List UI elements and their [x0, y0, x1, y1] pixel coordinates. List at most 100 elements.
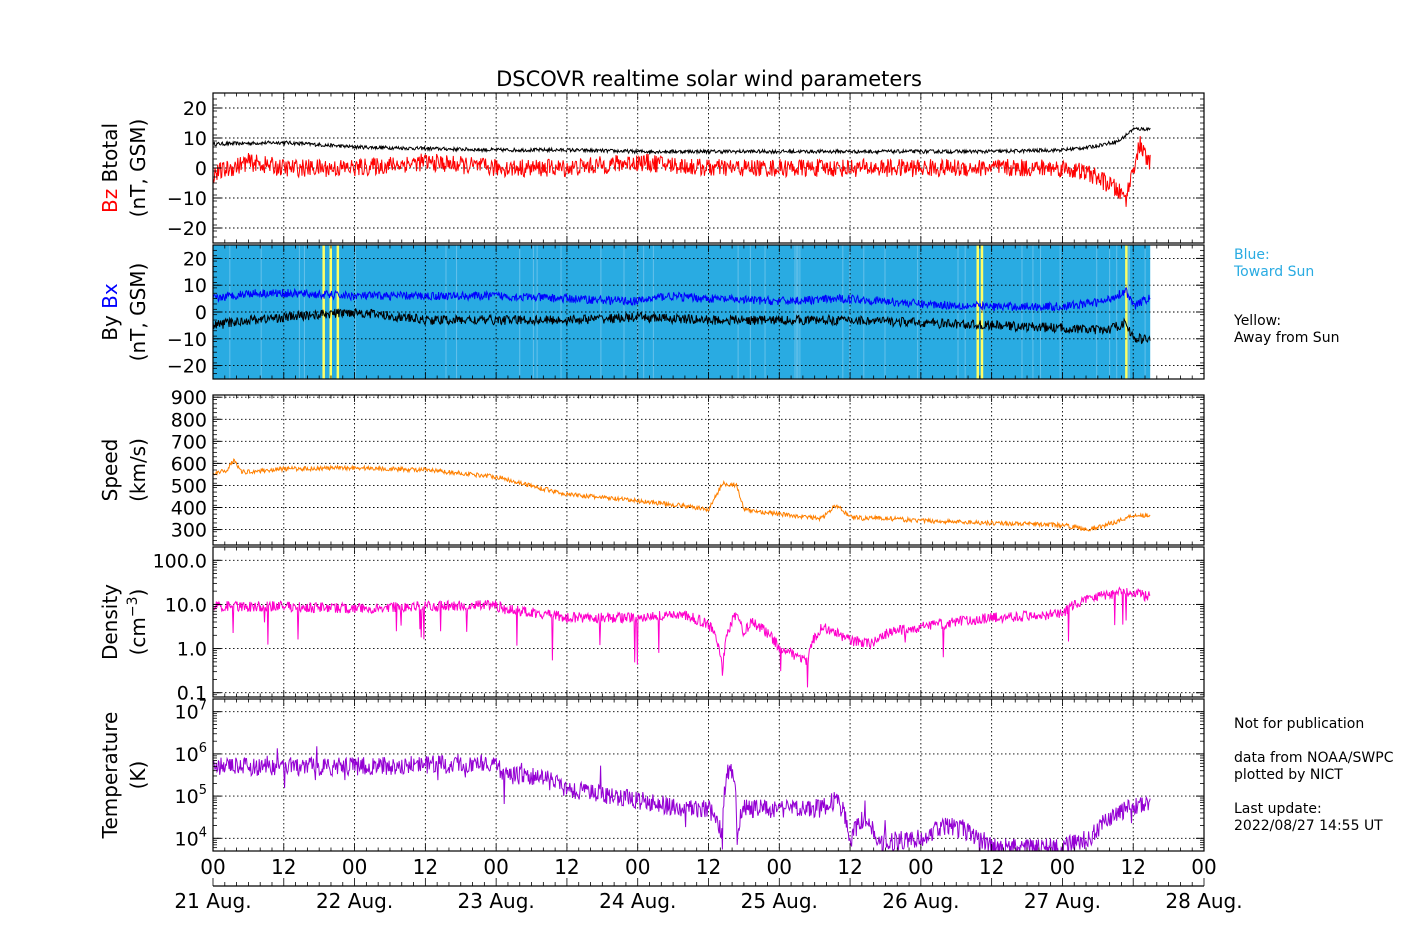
y-unit-density: (cm−3): [125, 589, 150, 656]
sector-flicker: [1032, 245, 1034, 379]
y-tick-label: −20: [167, 218, 207, 240]
last-update-value: 2022/08/27 14:55 UT: [1234, 818, 1383, 834]
y-tick-label: 20: [183, 98, 207, 120]
legend-yellow-title: Yellow:: [1234, 313, 1282, 329]
x-tick-label: 00: [483, 855, 508, 879]
x-tick-label: 12: [1120, 855, 1145, 879]
x-day-label: 25 Aug.: [741, 889, 818, 913]
x-tick-label: 12: [696, 855, 721, 879]
grid: [213, 547, 1204, 697]
y-label-part: By: [98, 315, 122, 341]
y-label-part: Btotal: [98, 123, 122, 189]
y-tick-label: −10: [167, 188, 207, 210]
y-axis: 104 105 106 107: [175, 698, 1204, 852]
y-tick-label: 1.0: [177, 639, 207, 661]
sector-flicker: [643, 245, 645, 379]
y-tick-label: 10: [183, 275, 207, 297]
y-label-speed: Speed: [98, 439, 122, 502]
legend-yellow-text: Away from Sun: [1234, 330, 1340, 346]
x-axis: 00 12 00 12 00 12 00 12 00 12 00 12 00 12 00 21 Aug. 22 …: [174, 855, 1242, 913]
y-label-by-bx: By Bx: [98, 283, 122, 341]
panel-temperature: 104 105 106 107 Temperature (K): [98, 698, 1205, 852]
grid: [213, 395, 1204, 545]
series-by: [213, 308, 1151, 345]
y-tick-label: 107: [175, 699, 207, 724]
sector-flicker: [863, 245, 865, 379]
y-tick-label: 10.0: [165, 594, 207, 616]
y-tick-label: 300: [171, 520, 207, 542]
x-tick-label: 12: [979, 855, 1004, 879]
sector-flicker: [884, 245, 886, 379]
y-label-temperature: Temperature: [98, 712, 122, 840]
y-axis: 0.1 1.0 10.0 100.0: [153, 546, 1204, 705]
away-from-sun-stripe: [329, 245, 333, 379]
legend-yellow: Yellow: Away from Sun: [1234, 313, 1339, 347]
y-tick-label: 104: [175, 825, 207, 850]
y-tick-label: −10: [167, 329, 207, 351]
legend-blue: Blue: Toward Sun: [1234, 247, 1314, 281]
x-day-label: 27 Aug.: [1024, 889, 1101, 913]
y-unit-temperature: (K): [126, 761, 150, 790]
sector-flicker: [600, 245, 602, 379]
x-tick-label: 12: [837, 855, 862, 879]
y-label-btotal-bz: Bz Btotal: [98, 123, 122, 213]
sector-flicker: [842, 245, 844, 379]
x-tick-label: 00: [342, 855, 367, 879]
sector-flicker: [1059, 245, 1061, 379]
y-tick-label: 10: [183, 128, 207, 150]
panel-by-bx: −20 −10 0 10 20 By Bx (nT, GSM): [98, 244, 1205, 380]
panel-frame: [212, 394, 1205, 546]
x-day-label: 22 Aug.: [316, 889, 393, 913]
sector-flicker: [1116, 245, 1118, 379]
y-label-part: Density: [98, 584, 122, 660]
not-for-publication: Not for publication: [1234, 716, 1365, 732]
footer-notes: Not for publication data from NOAA/SWPC …: [1234, 716, 1393, 835]
y-label-part: Bz: [98, 189, 122, 213]
x-tick-label: 00: [1191, 855, 1216, 879]
sector-flicker: [623, 245, 625, 379]
y-tick-label: 900: [171, 387, 207, 409]
y-tick-label: 0: [195, 302, 207, 324]
sector-flicker: [799, 245, 801, 379]
grid: [213, 699, 1204, 851]
legend-blue-text: Toward Sun: [1234, 264, 1315, 280]
panel-frame: [212, 546, 1205, 698]
series-density: [213, 586, 1151, 688]
y-tick-label: 500: [171, 475, 207, 497]
last-update-label: Last update:: [1234, 801, 1322, 817]
sector-flicker: [1096, 245, 1098, 379]
y-label-part: Temperature: [98, 712, 122, 840]
y-tick-label: 600: [171, 453, 207, 475]
y-tick-label: 0: [195, 158, 207, 180]
chart-title: DSCOVR realtime solar wind parameters: [496, 67, 922, 91]
data-source: data from NOAA/SWPC: [1234, 750, 1394, 766]
sector-flicker: [1128, 245, 1130, 379]
y-axis: −20 −10 0 10 20: [167, 244, 1204, 380]
x-tick-label: 00: [908, 855, 933, 879]
y-tick-label: 800: [171, 409, 207, 431]
y-unit-speed: (km/s): [126, 438, 150, 502]
x-day-label: 23 Aug.: [458, 889, 535, 913]
sector-flicker: [519, 245, 521, 379]
x-tick-label: 12: [413, 855, 438, 879]
y-tick-label: 100.0: [153, 550, 207, 572]
y-tick-label: 106: [175, 741, 207, 766]
series-speed: [213, 458, 1151, 532]
y-label-part: Speed: [98, 439, 122, 502]
y-tick-label: −20: [167, 356, 207, 378]
sector-flicker: [456, 245, 458, 379]
y-axis: −20 −10 0 10 20: [167, 92, 1204, 244]
x-tick-label: 00: [625, 855, 650, 879]
y-label-density: Density: [98, 584, 122, 660]
y-label-part: Bx: [98, 283, 122, 315]
plotted-by: plotted by NICT: [1234, 767, 1343, 783]
panel-btotal-bz: −20 −10 0 10 20 Bz Btotal (nT, GSM): [98, 92, 1205, 244]
y-tick-label: 105: [175, 783, 207, 808]
y-tick-label: 700: [171, 431, 207, 453]
sector-flicker: [298, 245, 300, 379]
x-day-label: 24 Aug.: [599, 889, 676, 913]
x-day-label: 28 Aug.: [1165, 889, 1242, 913]
